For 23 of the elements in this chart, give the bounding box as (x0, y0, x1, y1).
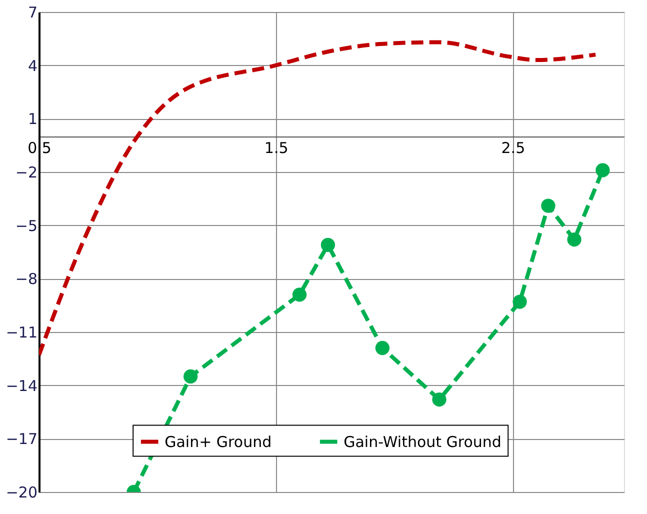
point (596, 163, 610, 178)
y-tick-label: −8 (15, 270, 38, 288)
point (184, 369, 198, 384)
y-tick-label: −2 (15, 164, 38, 182)
legend-label: Gain-Without Ground (344, 432, 502, 451)
point (567, 232, 582, 247)
x-tick-label: 1.5 (264, 138, 288, 157)
y-tick-label: 1 (28, 110, 38, 128)
x-tick-label: 2.5 (501, 138, 526, 157)
point (375, 340, 390, 356)
point (432, 392, 446, 407)
point (320, 238, 336, 252)
point (512, 294, 527, 309)
y-tick-label: 4 (28, 56, 38, 75)
y-tick-label: −17 (6, 430, 38, 448)
y-tick-label: −11 (6, 324, 38, 342)
y-tick-label: −20 (6, 484, 38, 502)
y-tick-label: 7 (28, 4, 38, 22)
legend-label: Gain+ Ground (164, 432, 272, 451)
point (541, 198, 556, 213)
point (292, 288, 307, 302)
y-tick-label: −5 (15, 216, 38, 235)
y-tick-label: −14 (6, 376, 38, 395)
